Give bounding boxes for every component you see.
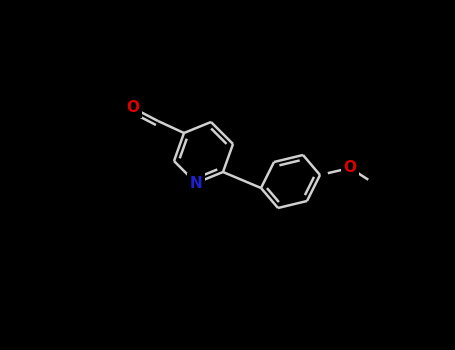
Text: O: O xyxy=(126,100,140,116)
Text: N: N xyxy=(190,175,202,190)
Text: O: O xyxy=(344,161,357,175)
